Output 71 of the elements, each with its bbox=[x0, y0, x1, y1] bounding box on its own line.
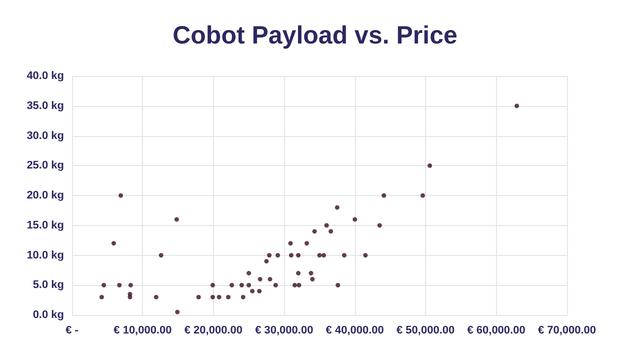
point bbox=[382, 193, 386, 198]
y-tick-label: 20.0 kg bbox=[26, 190, 64, 202]
point bbox=[264, 258, 269, 264]
point bbox=[312, 229, 317, 234]
point bbox=[226, 294, 231, 300]
point bbox=[246, 270, 252, 276]
y-tick-label: 5.0 kg bbox=[32, 279, 64, 292]
point bbox=[210, 294, 215, 300]
point bbox=[102, 282, 106, 288]
point bbox=[250, 288, 255, 294]
point bbox=[268, 276, 272, 282]
point bbox=[257, 288, 262, 294]
point bbox=[111, 241, 116, 246]
point bbox=[230, 282, 234, 288]
point bbox=[334, 205, 340, 210]
point bbox=[174, 217, 179, 222]
x-tick-label: € 50,000.00 bbox=[396, 324, 455, 336]
point bbox=[304, 241, 310, 246]
y-tick-label: 35.0 kg bbox=[26, 100, 64, 112]
x-tick-label: € 10,000.00 bbox=[114, 324, 172, 336]
point bbox=[267, 253, 272, 258]
point bbox=[296, 270, 301, 276]
point bbox=[322, 253, 326, 258]
point bbox=[308, 270, 314, 276]
point bbox=[288, 241, 293, 246]
chart-title: Cobot Payload vs. Price bbox=[172, 22, 458, 50]
point bbox=[296, 253, 301, 258]
point bbox=[420, 193, 425, 198]
point bbox=[154, 294, 158, 300]
point bbox=[216, 294, 222, 300]
point bbox=[324, 223, 329, 228]
y-tick-label: 30.0 kg bbox=[26, 130, 64, 142]
x-tick-label: € 20,000.00 bbox=[184, 324, 242, 336]
point bbox=[352, 217, 358, 222]
point bbox=[128, 292, 132, 296]
y-tick-label: 10.0 kg bbox=[26, 249, 64, 262]
point bbox=[117, 282, 122, 288]
point bbox=[240, 294, 246, 300]
x-tick-label: € - bbox=[66, 324, 79, 336]
point bbox=[514, 104, 520, 108]
point bbox=[99, 294, 104, 300]
point bbox=[342, 253, 346, 258]
point bbox=[118, 193, 124, 198]
x-tick-label: € 30,000.00 bbox=[255, 324, 314, 336]
y-tick-label: 40.0 kg bbox=[26, 70, 64, 82]
point bbox=[273, 282, 278, 288]
x-tick-label: € 70,000.00 bbox=[538, 324, 596, 336]
point bbox=[128, 282, 133, 288]
x-tick-label: € 60,000.00 bbox=[467, 324, 526, 336]
point bbox=[246, 282, 252, 288]
y-tick-label: 15.0 kg bbox=[26, 219, 64, 232]
point bbox=[210, 282, 215, 288]
x-tick-label: € 40,000.00 bbox=[326, 324, 384, 336]
point bbox=[292, 282, 297, 288]
point bbox=[288, 253, 294, 258]
point bbox=[276, 253, 280, 258]
point bbox=[239, 282, 244, 288]
point bbox=[196, 294, 201, 300]
point bbox=[428, 163, 432, 168]
point bbox=[310, 276, 315, 282]
y-tick-label: 0.0 kg bbox=[32, 309, 64, 321]
point bbox=[336, 282, 340, 288]
point bbox=[328, 229, 334, 234]
point bbox=[363, 253, 368, 258]
y-tick-label: 25.0 kg bbox=[26, 160, 64, 172]
point bbox=[296, 282, 302, 288]
point bbox=[175, 310, 180, 314]
point bbox=[317, 253, 322, 258]
point bbox=[258, 276, 262, 282]
point bbox=[377, 223, 382, 228]
point bbox=[158, 253, 164, 258]
